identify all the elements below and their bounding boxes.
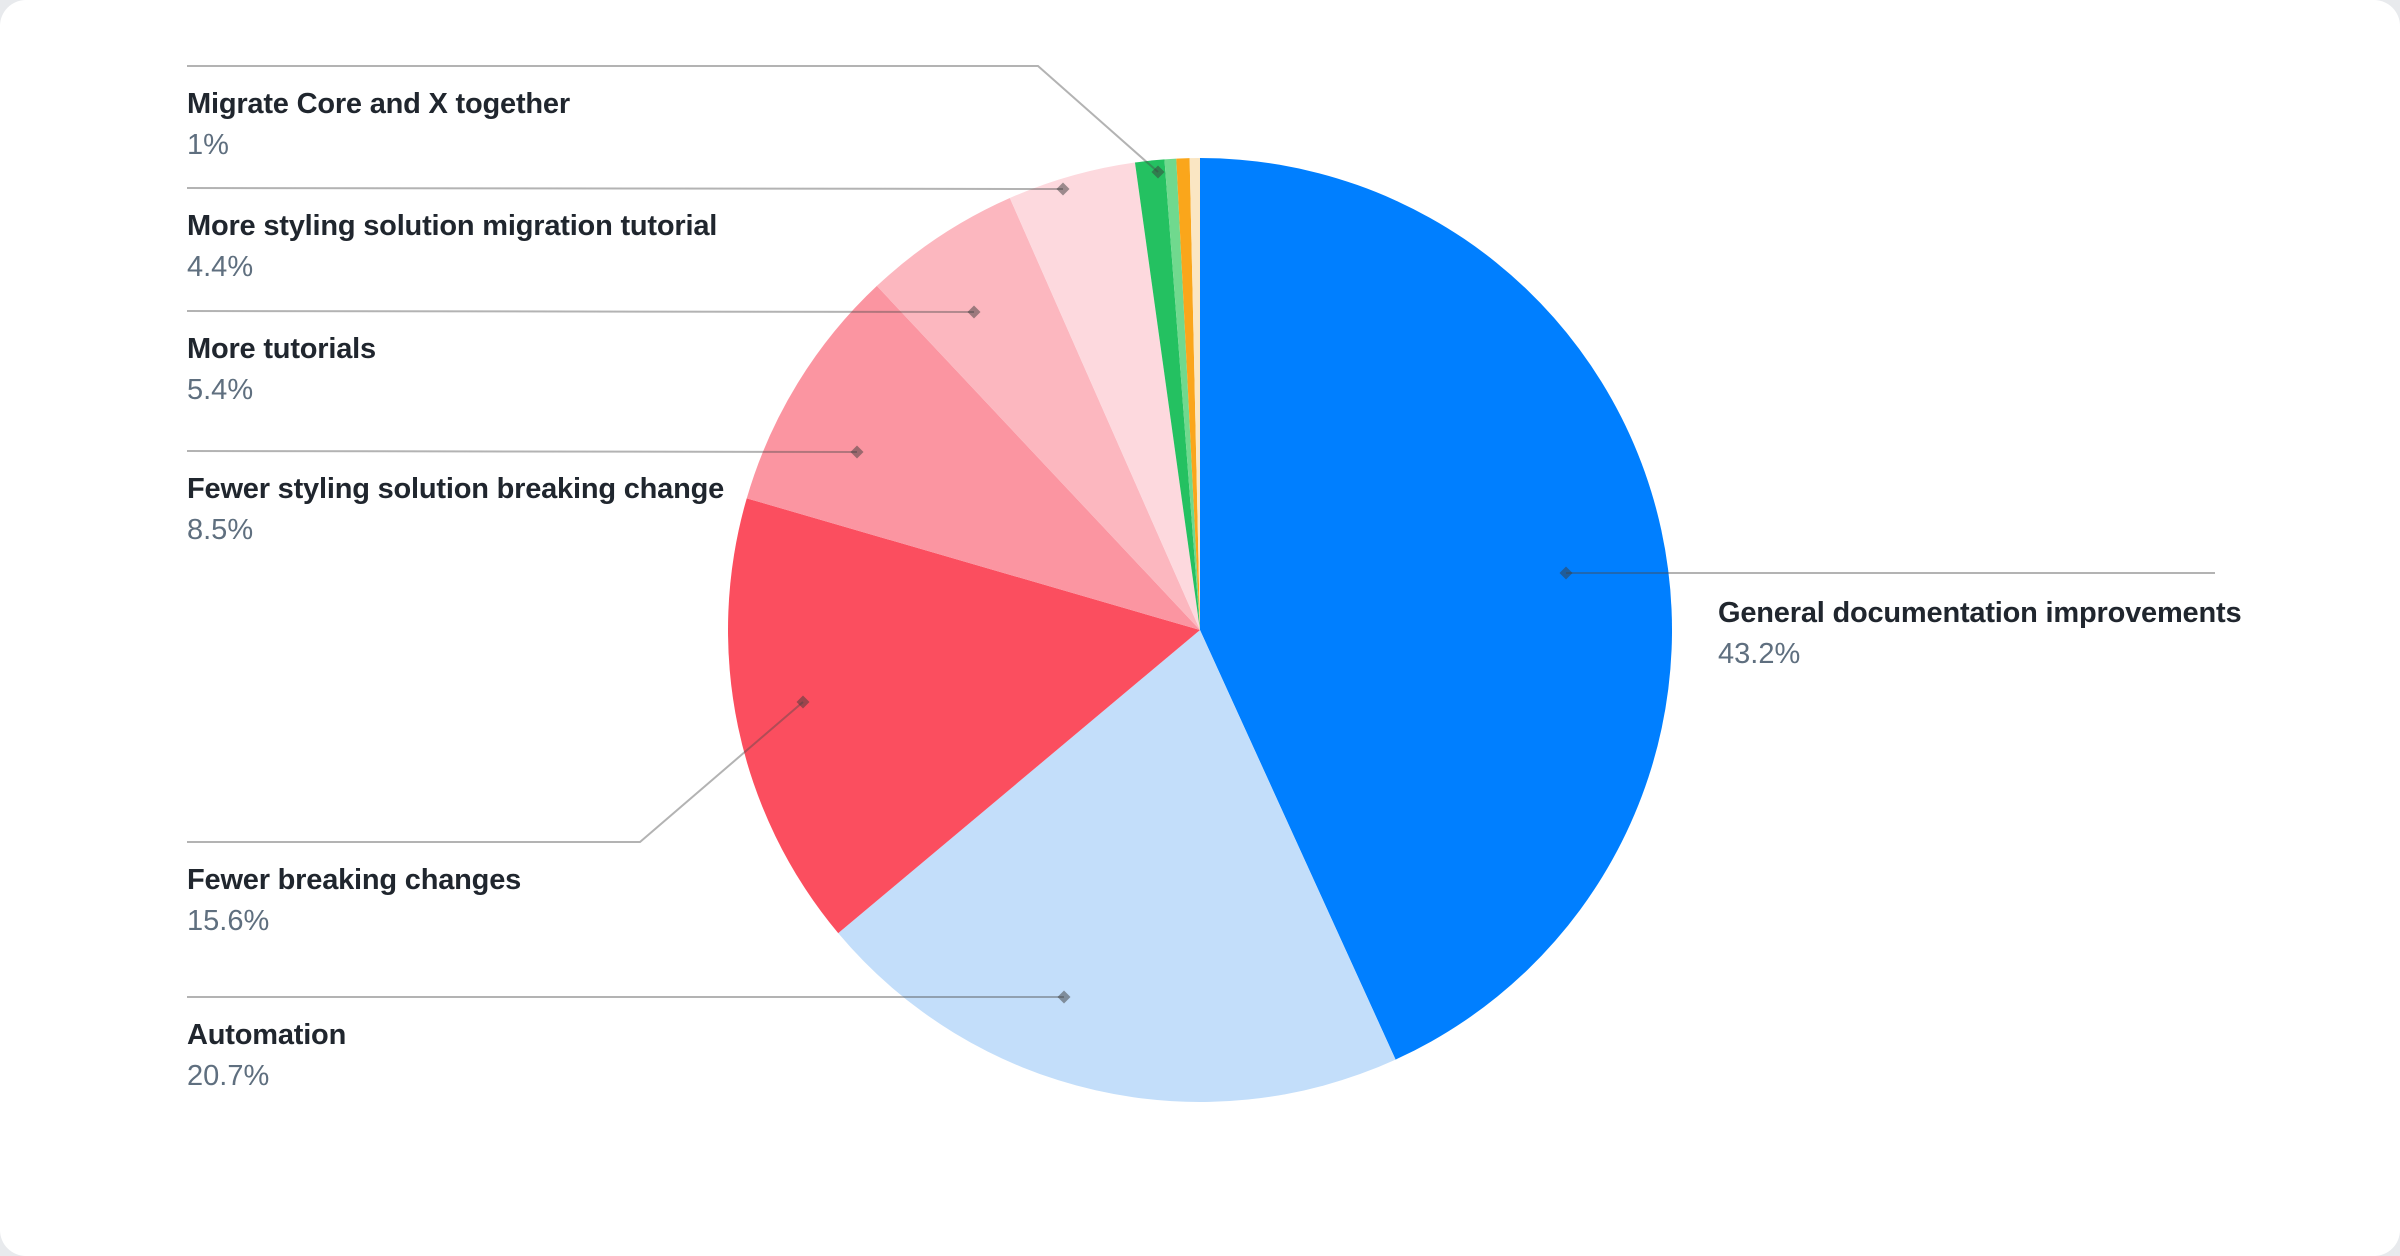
pie-slice-unlabeled-9 xyxy=(1189,157,1200,631)
leader-diamond-icon xyxy=(1559,566,1573,580)
pie-slice-more-styling-solution-migration-tutorial xyxy=(1009,162,1200,630)
pie-slice-unlabeled-8 xyxy=(1176,158,1200,631)
leader-line xyxy=(186,187,1064,190)
leader-line xyxy=(186,450,858,453)
pie-slice-automation xyxy=(838,630,1396,1102)
leader-diamond-icon xyxy=(1057,990,1071,1004)
pie-slice-fewer-styling-solution-breaking-change xyxy=(746,285,1200,630)
leader-line xyxy=(186,310,975,313)
leader-diamond-icon xyxy=(1151,165,1165,179)
pie-slice-migrate-core-and-x-together xyxy=(1134,159,1200,630)
pie-slice-fewer-breaking-changes xyxy=(728,498,1200,934)
leader-line xyxy=(187,701,804,843)
leader-diamond-icon xyxy=(967,305,981,319)
leader-diamond-icon xyxy=(850,445,864,459)
leader-diamond-icon xyxy=(1056,182,1070,196)
leader-line xyxy=(187,65,1159,173)
leader-diamond-icon xyxy=(796,695,810,709)
pie-slice-more-tutorials xyxy=(876,198,1200,630)
pie-slice-general-documentation-improvements xyxy=(1200,158,1673,1060)
pie-slice-unlabeled-7 xyxy=(1164,158,1200,630)
